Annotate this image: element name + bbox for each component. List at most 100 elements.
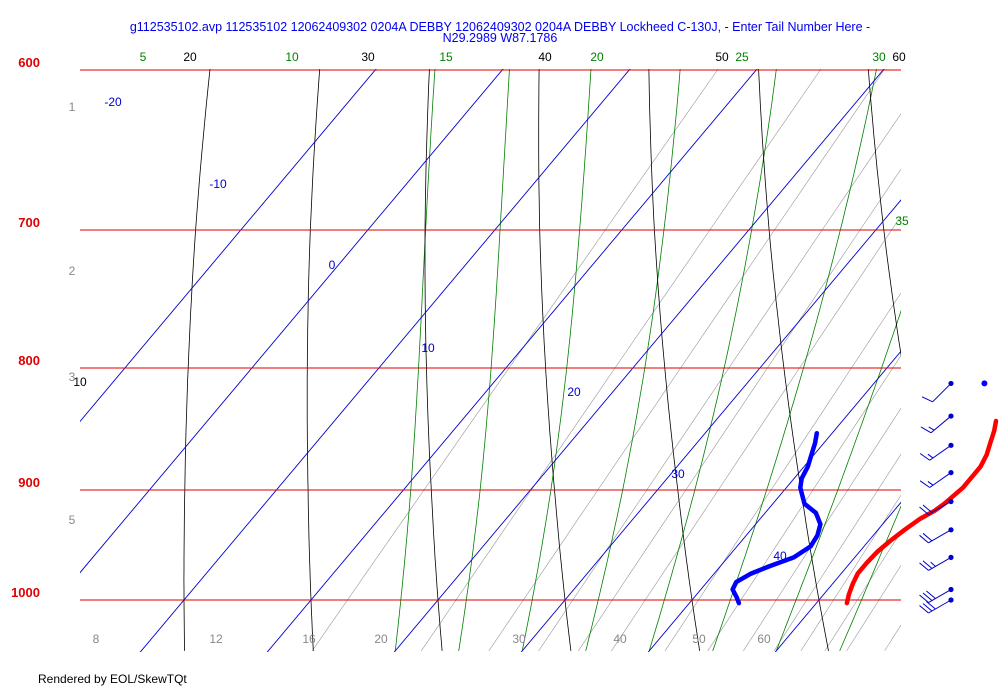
mixing-ratio-line bbox=[311, 69, 719, 652]
mixing-ratio-line bbox=[946, 0, 1000, 651]
moist-adiabat-line bbox=[394, 69, 436, 651]
barb-flag bbox=[926, 601, 936, 610]
mixing-ratio-line bbox=[884, 624, 901, 652]
barb-station bbox=[948, 498, 954, 505]
barb-station bbox=[948, 413, 954, 419]
dry-adiabats bbox=[183, 69, 901, 651]
moist-adiabat-label: 20 bbox=[590, 50, 604, 64]
moist-adiabat-line bbox=[775, 309, 901, 652]
wind-barb bbox=[919, 554, 954, 571]
barb-flag bbox=[921, 396, 933, 403]
barb-staff bbox=[928, 599, 952, 614]
mixing-ratio-label: 50 bbox=[692, 632, 706, 646]
barb-flag bbox=[922, 603, 933, 612]
barb-staff bbox=[930, 415, 952, 434]
moist-adiabat-label: 25 bbox=[735, 50, 749, 64]
barb-staff bbox=[932, 383, 952, 403]
moist-adiabat-label: 35 bbox=[895, 214, 909, 228]
dry-adiabat-line bbox=[867, 69, 901, 357]
moist-adiabat-label: 10 bbox=[285, 50, 299, 64]
dewpoint-profile bbox=[730, 430, 823, 606]
dry-adiabat-line bbox=[538, 69, 572, 651]
wind-barb bbox=[919, 498, 954, 515]
barb-flag bbox=[919, 506, 929, 515]
mixing-ratio-label: 40 bbox=[613, 632, 627, 646]
isotherm-label: 0 bbox=[329, 258, 336, 272]
barb-staff bbox=[928, 589, 952, 603]
mixing-ratio-label: 60 bbox=[757, 632, 771, 646]
mixing-ratio-line bbox=[994, 0, 1000, 651]
isotherm-label: -10 bbox=[209, 177, 227, 191]
barb-half-flag bbox=[927, 453, 934, 459]
moist-adiabat-line bbox=[648, 69, 777, 652]
isobar-label: 900 bbox=[18, 475, 40, 490]
isobar-label: 600 bbox=[18, 55, 40, 70]
mixing-ratio-label: 20 bbox=[374, 632, 388, 646]
moist-adiabat-line bbox=[903, 0, 1000, 651]
barb-half-flag bbox=[930, 561, 936, 567]
barb-half-flag bbox=[927, 481, 934, 486]
height-label: 1 bbox=[69, 100, 76, 114]
isotherm-line bbox=[139, 69, 631, 652]
barb-flag bbox=[919, 453, 930, 461]
height-label: 2 bbox=[69, 264, 76, 278]
moist-adiabats bbox=[394, 0, 1000, 652]
moist-adiabat-label: 5 bbox=[140, 50, 147, 64]
wind-barb bbox=[919, 527, 954, 544]
dry-adiabat-label: 20 bbox=[183, 50, 197, 64]
sounding-profiles bbox=[730, 380, 999, 606]
barb-flag bbox=[920, 426, 932, 434]
isobars bbox=[80, 69, 901, 601]
mixing-ratio-label: 30 bbox=[512, 632, 526, 646]
wind-barb bbox=[919, 469, 954, 488]
moist-adiabat-line bbox=[521, 69, 592, 651]
dry-adiabat-line bbox=[424, 69, 443, 651]
isotherm-line bbox=[774, 501, 901, 652]
dry-adiabat-label: 40 bbox=[538, 50, 552, 64]
wind-barb bbox=[921, 380, 954, 403]
barb-station bbox=[948, 586, 954, 593]
dry-adiabat-label: 60 bbox=[892, 50, 906, 64]
barb-flag bbox=[922, 592, 933, 601]
isotherms bbox=[80, 69, 901, 652]
barb-flag bbox=[919, 594, 929, 603]
barb-station bbox=[948, 554, 954, 560]
barb-flag bbox=[919, 562, 929, 571]
mixing-ratio-line bbox=[824, 531, 901, 652]
isotherm-line bbox=[393, 69, 885, 652]
mixing-ratio-label: 12 bbox=[209, 632, 223, 646]
chart-title-line2: N29.2989 W87.1786 bbox=[443, 31, 558, 45]
barb-flag bbox=[922, 504, 933, 513]
height-label: 3 bbox=[69, 370, 76, 384]
wind-barb bbox=[919, 586, 954, 603]
dewpoint-point bbox=[981, 380, 988, 387]
mixing-ratio-line bbox=[707, 354, 901, 652]
moist-adiabat-line bbox=[967, 0, 1000, 651]
isobar-label: 700 bbox=[18, 215, 40, 230]
isobar-label: 800 bbox=[18, 353, 40, 368]
isotherm-label: 10 bbox=[421, 341, 435, 355]
barb-staff bbox=[928, 556, 952, 571]
temperature-profile bbox=[844, 418, 999, 606]
dry-adiabat-line bbox=[306, 69, 321, 651]
barb-station bbox=[948, 597, 954, 603]
mixing-ratio-line bbox=[971, 0, 1000, 651]
barb-staff bbox=[928, 501, 952, 515]
moist-adiabat-line bbox=[458, 69, 510, 651]
mixing-ratio-line bbox=[743, 407, 901, 652]
dry-adiabat-line bbox=[183, 69, 211, 651]
mixing-ratio-line bbox=[917, 0, 1000, 651]
dry-adiabat-label: 10 bbox=[73, 375, 87, 389]
barb-station bbox=[948, 469, 954, 476]
barb-flag bbox=[926, 590, 936, 599]
dry-adiabat-line bbox=[648, 69, 701, 651]
wind-barbs bbox=[919, 380, 954, 614]
dry-adiabat-line bbox=[758, 69, 829, 651]
isotherm-label: -20 bbox=[104, 95, 122, 109]
moist-adiabat-line bbox=[585, 69, 681, 652]
wind-barb bbox=[920, 413, 954, 434]
wind-barb bbox=[919, 442, 954, 461]
barb-station bbox=[948, 380, 954, 387]
barb-station bbox=[948, 442, 954, 448]
